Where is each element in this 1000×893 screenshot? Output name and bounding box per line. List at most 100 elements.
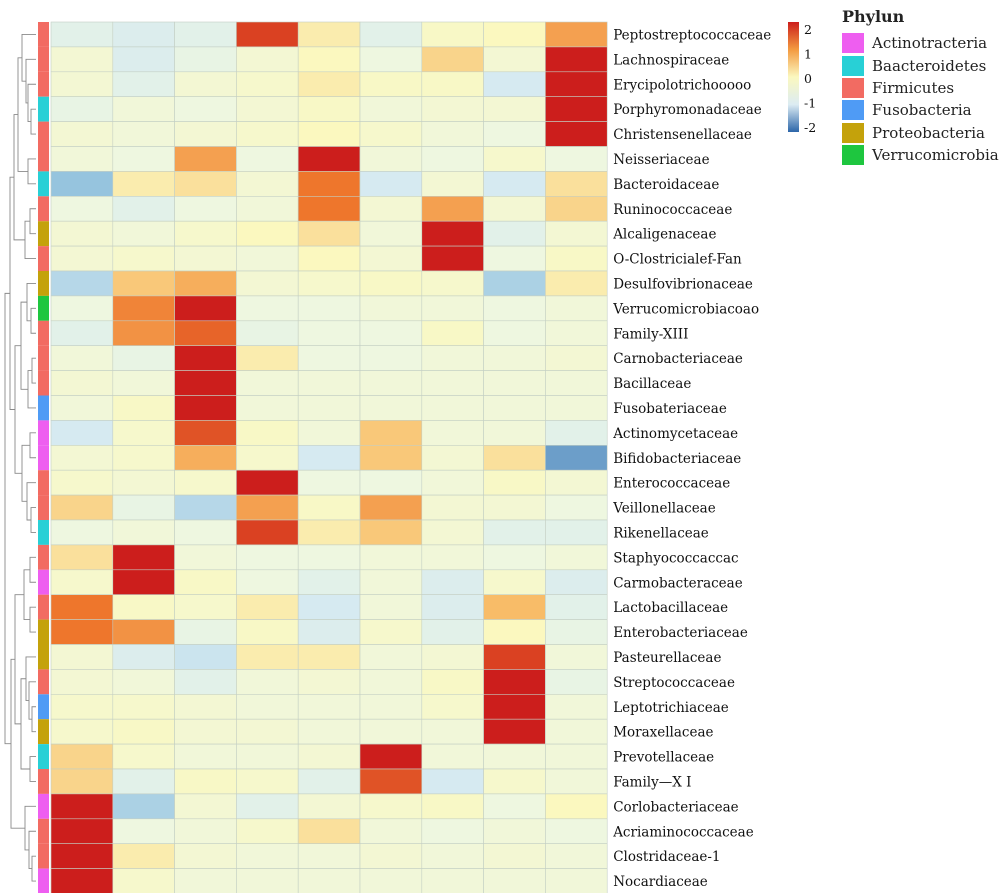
dendrogram-branch — [26, 482, 36, 521]
heatmap-cell — [174, 818, 237, 844]
color-scale-tick-label: 2 — [804, 22, 812, 37]
heatmap-cell — [50, 469, 114, 496]
dendrogram-branch — [24, 805, 36, 851]
heatmap-cell — [50, 146, 114, 172]
heatmap-cell — [112, 469, 175, 496]
heatmap-cell — [421, 196, 484, 222]
heatmap-cell — [483, 320, 546, 346]
row-label: Neisseriaceae — [613, 152, 709, 168]
row-label: Fusobateriaceae — [613, 401, 727, 417]
heatmap-cell — [483, 693, 546, 720]
heatmap-cell — [112, 171, 175, 197]
heatmap-cell — [359, 818, 423, 844]
heatmap-cell — [545, 395, 608, 421]
dendrogram-branch — [31, 855, 36, 882]
heatmap-cell — [483, 444, 546, 471]
heatmap-cell — [359, 21, 423, 48]
row-label: Alcaligenaceae — [612, 227, 716, 243]
heatmap-cell — [421, 395, 484, 421]
phylum-strip-cell — [38, 719, 49, 745]
heatmap-cell — [483, 519, 546, 546]
heatmap-cell — [421, 594, 484, 620]
heatmap-cell — [236, 519, 299, 546]
legend-swatch — [842, 33, 864, 54]
row-label: Carnobacteriaceae — [613, 351, 743, 367]
heatmap-cell — [545, 868, 608, 893]
heatmap-cell — [174, 245, 237, 272]
heatmap-cell — [359, 669, 423, 695]
heatmap-cell — [297, 743, 361, 770]
dendrogram-branch — [25, 58, 36, 104]
row-label: Clostridaceae-1 — [613, 849, 720, 865]
heatmap-cell — [297, 868, 361, 893]
dendrogram-branch — [25, 656, 36, 701]
heatmap-cell — [236, 619, 299, 645]
heatmap-cell — [421, 444, 484, 471]
heatmap-cell — [483, 793, 546, 820]
heatmap-cell — [421, 420, 484, 446]
phylum-legend: Actinotracteria Baacteroidetes Firmicute… — [842, 32, 999, 166]
heatmap-cell — [483, 171, 546, 197]
heatmap-cell — [545, 171, 608, 197]
heatmap-cell — [545, 121, 608, 147]
heatmap-cell — [297, 768, 361, 795]
heatmap-cell — [50, 295, 114, 322]
heatmap-cell — [483, 718, 546, 745]
heatmap-cell — [236, 743, 299, 770]
dendrogram-branch — [29, 556, 36, 583]
heatmap-cell — [236, 843, 299, 869]
phylum-strip-cell — [38, 96, 49, 122]
dendrogram-branch — [28, 681, 36, 720]
heatmap-cell — [545, 146, 608, 172]
phylum-strip-cell — [38, 619, 49, 645]
heatmap-cell — [50, 494, 114, 521]
heatmap-cell — [236, 644, 299, 670]
heatmap-cell — [545, 544, 608, 571]
legend-label: Actinotracteria — [872, 34, 988, 53]
row-label: Enterobacteriaceae — [613, 625, 748, 641]
heatmap-cells — [50, 21, 608, 893]
heatmap-cell — [297, 270, 361, 297]
heatmap-cell — [359, 743, 423, 770]
heatmap-cell — [421, 220, 484, 247]
heatmap-cell — [545, 768, 608, 795]
heatmap-cell — [297, 146, 361, 172]
heatmap-cell — [483, 494, 546, 521]
heatmap-cell — [483, 196, 546, 222]
heatmap-cell — [421, 544, 484, 571]
heatmap-cell — [174, 868, 237, 893]
heatmap-cell — [50, 644, 114, 670]
heatmap-cell — [421, 146, 484, 172]
heatmap-cell — [297, 444, 361, 471]
heatmap-cell — [112, 71, 175, 98]
dendrogram-branch — [10, 658, 25, 829]
heatmap-cell — [359, 395, 423, 421]
heatmap-cell — [421, 46, 484, 73]
phylum-strip-cell — [38, 221, 49, 247]
heatmap-cell — [112, 843, 175, 869]
heatmap-cell — [236, 171, 299, 197]
heatmap-cell — [236, 121, 299, 147]
heatmap-cell — [359, 768, 423, 795]
heatmap-cell — [174, 46, 237, 73]
heatmap-cell — [112, 519, 175, 546]
heatmap-cell — [112, 494, 175, 521]
heatmap-cell — [421, 519, 484, 546]
heatmap-cell — [236, 594, 299, 620]
heatmap-cell — [112, 868, 175, 893]
heatmap-cell — [297, 196, 361, 222]
heatmap-cell — [297, 420, 361, 446]
heatmap-cell — [545, 644, 608, 670]
heatmap-cell — [359, 693, 423, 720]
heatmap-cell — [297, 594, 361, 620]
heatmap-cell — [297, 295, 361, 322]
phylum-annotation-strip — [38, 22, 49, 893]
heatmap-cell — [174, 544, 237, 571]
legend-item-proteobacteria: Proteobacteria — [842, 122, 999, 144]
heatmap-cell — [421, 370, 484, 396]
row-label: Streptococcaceae — [613, 675, 735, 691]
phylum-strip-cell — [38, 569, 49, 595]
heatmap-cell — [359, 793, 423, 820]
heatmap-cell — [50, 320, 114, 346]
heatmap-cell — [421, 669, 484, 695]
